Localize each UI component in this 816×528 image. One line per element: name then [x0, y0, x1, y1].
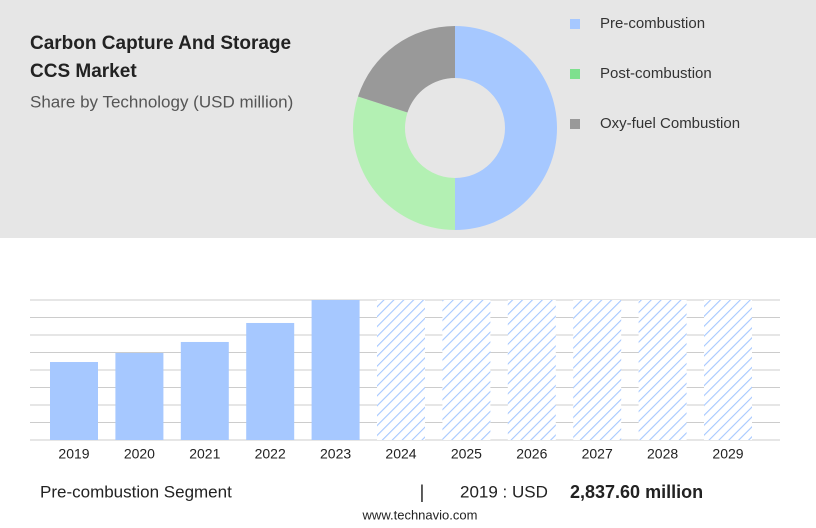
bar [50, 362, 98, 440]
bar [246, 322, 295, 440]
x-tick-label: 2022 [255, 446, 286, 462]
forecast-placeholder [573, 300, 622, 440]
legend-label: Oxy-fuel Combustion [600, 115, 740, 132]
legend-swatch [570, 19, 580, 29]
x-tick-label: 2019 [58, 446, 89, 462]
x-tick-label: 2020 [124, 446, 155, 462]
bar [311, 300, 360, 440]
forecast-placeholder [442, 300, 491, 440]
chart-subtitle: Share by Technology (USD million) [30, 92, 293, 111]
legend-swatch [570, 69, 580, 79]
legend-label: Pre-combustion [600, 15, 705, 32]
x-tick-label: 2021 [189, 446, 220, 462]
forecast-placeholder [507, 300, 556, 440]
chart-title: Carbon Capture And Storage CCS Market [30, 33, 291, 82]
bar [115, 352, 164, 440]
bar [180, 341, 229, 440]
footer-segment: Pre-combustion Segment [40, 482, 232, 501]
x-tick-label: 2025 [451, 446, 482, 462]
donut-slice [357, 26, 455, 113]
legend-label: Post-combustion [600, 65, 712, 82]
donut-slice [353, 96, 455, 230]
forecast-placeholder [704, 300, 752, 440]
x-tick-label: 2023 [320, 446, 351, 462]
footer-highlight: 2019 : USD [460, 482, 548, 501]
title-line: Carbon Capture And Storage [30, 33, 291, 54]
title-line: CCS Market [30, 61, 137, 82]
forecast-placeholder [377, 300, 425, 440]
donut-slice [455, 26, 557, 230]
x-tick-label: 2027 [582, 446, 613, 462]
x-tick-label: 2028 [647, 446, 678, 462]
x-tick-label: 2029 [712, 446, 743, 462]
forecast-placeholder [638, 300, 687, 440]
legend-swatch [570, 119, 580, 129]
x-tick-label: 2024 [385, 446, 416, 462]
source: www.technavio.com [362, 507, 478, 522]
separator: | [420, 482, 425, 502]
x-tick-label: 2026 [516, 446, 547, 462]
footer-value: 2,837.60 million [570, 482, 703, 502]
